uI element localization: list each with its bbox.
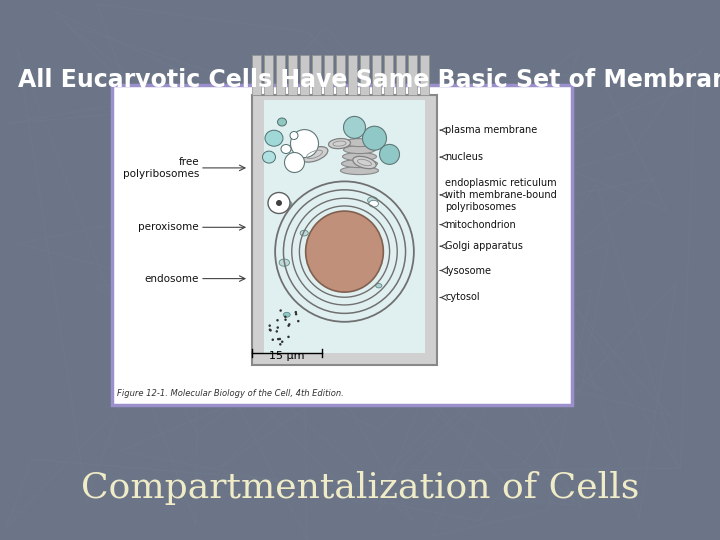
Bar xyxy=(300,55,309,95)
Text: plasma membrane: plasma membrane xyxy=(445,125,537,135)
Ellipse shape xyxy=(294,313,297,315)
Ellipse shape xyxy=(284,152,305,172)
Bar xyxy=(324,55,333,95)
Ellipse shape xyxy=(276,326,279,329)
Bar xyxy=(112,85,572,405)
Text: lysosome: lysosome xyxy=(445,266,491,275)
Ellipse shape xyxy=(344,139,374,146)
Bar xyxy=(276,55,285,95)
Ellipse shape xyxy=(343,146,376,153)
Ellipse shape xyxy=(283,312,290,317)
Ellipse shape xyxy=(279,259,289,266)
Bar xyxy=(372,55,381,95)
Ellipse shape xyxy=(341,160,377,167)
Text: All Eucaryotic Cells Have Same Basic Set of Membrane Bound Organelles: All Eucaryotic Cells Have Same Basic Set… xyxy=(18,68,720,92)
Ellipse shape xyxy=(300,230,308,236)
Ellipse shape xyxy=(268,192,290,213)
Bar xyxy=(420,55,429,95)
Ellipse shape xyxy=(372,263,380,268)
Bar xyxy=(360,55,369,95)
Ellipse shape xyxy=(269,325,271,327)
Ellipse shape xyxy=(276,319,279,321)
Ellipse shape xyxy=(281,145,291,153)
Ellipse shape xyxy=(353,157,376,168)
Text: 15 μm: 15 μm xyxy=(269,351,305,361)
Bar xyxy=(336,55,345,95)
Bar xyxy=(252,55,261,95)
Bar xyxy=(252,95,437,365)
Text: free
polyribosomes: free polyribosomes xyxy=(122,157,199,179)
Ellipse shape xyxy=(276,200,282,206)
Ellipse shape xyxy=(341,167,379,174)
Ellipse shape xyxy=(362,126,387,150)
Bar xyxy=(408,55,417,95)
Bar xyxy=(384,55,393,95)
Text: cytosol: cytosol xyxy=(445,293,480,302)
Ellipse shape xyxy=(284,315,287,318)
Ellipse shape xyxy=(285,201,292,206)
Ellipse shape xyxy=(376,284,382,288)
Ellipse shape xyxy=(271,339,274,341)
Ellipse shape xyxy=(343,153,377,160)
Ellipse shape xyxy=(368,197,377,204)
Ellipse shape xyxy=(279,343,282,346)
Ellipse shape xyxy=(301,147,328,162)
Ellipse shape xyxy=(379,144,400,164)
Ellipse shape xyxy=(269,328,271,331)
Ellipse shape xyxy=(279,338,281,340)
Text: Figure 12-1. Molecular Biology of the Cell, 4th Edition.: Figure 12-1. Molecular Biology of the Ce… xyxy=(117,388,343,397)
Ellipse shape xyxy=(277,118,287,126)
Text: nucleus: nucleus xyxy=(445,152,483,162)
Text: endosome: endosome xyxy=(145,274,199,284)
Bar xyxy=(348,55,357,95)
Bar xyxy=(264,55,273,95)
Bar xyxy=(288,55,297,95)
Ellipse shape xyxy=(369,200,379,207)
Ellipse shape xyxy=(281,341,284,343)
Ellipse shape xyxy=(306,211,383,292)
Ellipse shape xyxy=(279,309,282,312)
Bar xyxy=(264,100,425,353)
Text: endoplasmic reticulum
with membrane-bound
polyribosomes: endoplasmic reticulum with membrane-boun… xyxy=(445,178,557,212)
Text: Compartmentalization of Cells: Compartmentalization of Cells xyxy=(81,471,639,505)
Ellipse shape xyxy=(277,338,279,340)
Ellipse shape xyxy=(290,132,298,139)
Ellipse shape xyxy=(297,320,300,322)
Text: mitochondrion: mitochondrion xyxy=(445,220,516,229)
Ellipse shape xyxy=(288,323,291,326)
Ellipse shape xyxy=(343,117,366,138)
Text: peroxisome: peroxisome xyxy=(138,222,199,232)
Text: Golgi apparatus: Golgi apparatus xyxy=(445,241,523,251)
Ellipse shape xyxy=(287,336,289,338)
Ellipse shape xyxy=(287,325,290,327)
Ellipse shape xyxy=(269,329,271,332)
Ellipse shape xyxy=(284,319,287,321)
Ellipse shape xyxy=(276,330,278,333)
Ellipse shape xyxy=(265,130,283,146)
Ellipse shape xyxy=(294,311,297,313)
Bar xyxy=(396,55,405,95)
Ellipse shape xyxy=(263,151,276,163)
Ellipse shape xyxy=(290,130,318,158)
Ellipse shape xyxy=(328,139,351,148)
Bar xyxy=(312,55,321,95)
